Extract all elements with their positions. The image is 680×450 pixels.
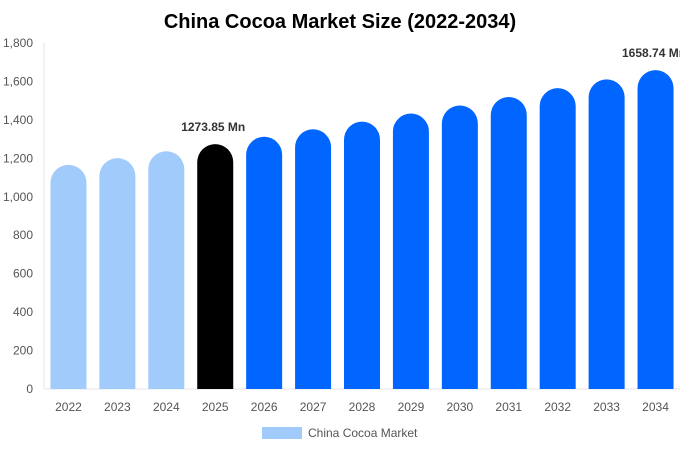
x-tick-label: 2025 (202, 400, 229, 414)
y-tick-label: 400 (13, 305, 33, 319)
legend-swatch (262, 427, 302, 439)
x-tick-label: 2024 (153, 400, 180, 414)
bars (50, 70, 674, 390)
data-label-2034: 1658.74 Mn (622, 46, 680, 60)
x-tick-label: 2031 (495, 400, 522, 414)
x-tick-label: 2032 (544, 400, 571, 414)
bar-2028[interactable] (344, 121, 380, 390)
chart-title: China Cocoa Market Size (2022-2034) (164, 11, 516, 33)
legend[interactable]: China Cocoa Market (262, 426, 418, 440)
x-tick-label: 2030 (446, 400, 473, 414)
data-labels: 1273.85 Mn 1658.74 Mn (181, 46, 680, 134)
x-tick-label: 2033 (593, 400, 620, 414)
bar-2026[interactable] (246, 136, 283, 389)
bar-2030[interactable] (441, 105, 478, 389)
x-tick-label: 2034 (642, 400, 669, 414)
y-tick-label: 1,200 (3, 151, 33, 165)
x-axis: 2022 2023 2024 2025 2026 2027 2028 2029 2030 2031… (44, 388, 680, 414)
y-tick-label: 1,600 (3, 74, 33, 88)
bar-2025[interactable] (197, 144, 234, 389)
bar-2022[interactable] (50, 164, 87, 389)
y-tick-label: 1,000 (3, 190, 33, 204)
x-tick-label: 2028 (349, 400, 376, 414)
y-tick-label: 800 (13, 228, 33, 242)
x-tick-label: 2023 (104, 400, 131, 414)
y-tick-label: 600 (13, 267, 33, 281)
y-tick-label: 200 (13, 344, 33, 358)
x-tick-label: 2029 (398, 400, 425, 414)
bar-2024[interactable] (148, 151, 185, 389)
y-tick-label: 0 (26, 382, 33, 396)
x-tick-label: 2026 (251, 400, 278, 414)
bar-2033[interactable] (588, 79, 625, 389)
y-tick-label: 1,400 (3, 113, 33, 127)
data-label-2025: 1273.85 Mn (181, 120, 245, 134)
bar-2029[interactable] (392, 113, 429, 389)
x-tick-label: 2027 (300, 400, 327, 414)
bar-2032[interactable] (539, 88, 576, 389)
x-tick-label: 2022 (55, 400, 82, 414)
y-tick-label: 1,800 (3, 36, 33, 50)
bar-2023[interactable] (99, 158, 136, 389)
legend-label: China Cocoa Market (308, 426, 418, 440)
bar-2031[interactable] (490, 97, 527, 390)
bar-2034[interactable] (637, 70, 674, 389)
bar-2027[interactable] (295, 129, 332, 389)
y-axis: 0 200 400 600 800 1,000 1,200 1,400 1,600 1,800 (3, 36, 45, 396)
